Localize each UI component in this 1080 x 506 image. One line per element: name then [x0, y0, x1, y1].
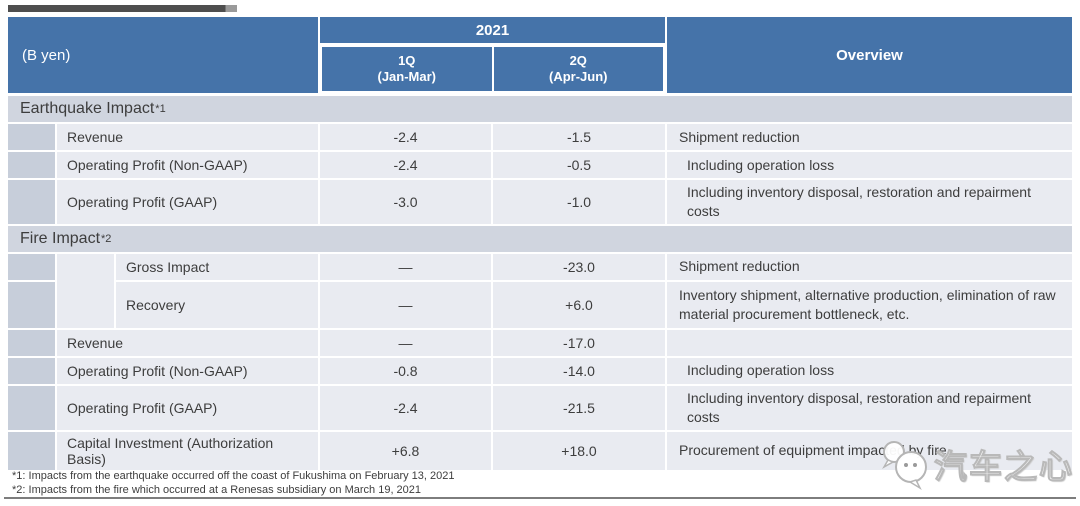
q2-column-header: 2Q (Apr-Jun) [493, 47, 663, 91]
row-label: Revenue [57, 329, 318, 356]
overview-column-header: Overview [667, 17, 1072, 93]
q1-value: — [320, 329, 491, 356]
q2-value: +6.0 [493, 281, 665, 328]
row-label: Operating Profit (Non-GAAP) [57, 152, 318, 178]
row-label: Operating Profit (Non-GAAP) [57, 357, 318, 384]
indent-gutter [8, 431, 55, 470]
table-body: Earthquake Impact *1 Revenue -2.4 -1.5 Sh… [8, 96, 1072, 470]
indent-gutter [8, 329, 55, 356]
indent-gutter [8, 357, 55, 384]
section-title: Fire Impact [20, 229, 101, 247]
year-header-cell: 2021 [320, 17, 665, 43]
overview-cell: Procurement of equipment impacted by fir… [667, 431, 1072, 470]
row-label: Revenue [57, 124, 318, 150]
row-label: Operating Profit (GAAP) [57, 385, 318, 430]
overview-cell: Shipment reduction [667, 124, 1072, 150]
indent-gutter [8, 385, 55, 430]
overview-cell [667, 329, 1072, 356]
overview-cell: Including inventory disposal, restoratio… [667, 385, 1072, 430]
section-title: Earthquake Impact [20, 100, 155, 117]
q1-months: (Jan-Mar) [377, 69, 436, 84]
indent-gutter [8, 281, 55, 328]
q2-months: (Apr-Jun) [549, 69, 608, 84]
indent-gutter [8, 253, 55, 280]
q2-value: -14.0 [493, 357, 665, 384]
q1-value: +6.8 [320, 431, 491, 470]
q2-value: -21.5 [493, 385, 665, 430]
section-header-earthquake: Earthquake Impact *1 [8, 96, 1072, 122]
row-label: Capital Investment (Authorization Basis) [57, 431, 318, 470]
q2-value: -17.0 [493, 329, 665, 356]
q2-label: 2Q [569, 52, 587, 68]
redacted-title-bar [8, 5, 237, 12]
q2-value: -1.0 [493, 180, 665, 224]
q1-value: -2.4 [320, 152, 491, 178]
footnote-2: *2: Impacts from the fire which occurred… [12, 483, 422, 496]
overview-cell: Shipment reduction [667, 253, 1072, 280]
unit-header-cell: (B yen) [8, 17, 318, 93]
q2-value: -0.5 [493, 152, 665, 178]
unit-label: (B yen) [22, 46, 71, 64]
indent-gutter [8, 152, 55, 178]
q1-value: -2.4 [320, 124, 491, 150]
q2-value: -1.5 [493, 124, 665, 150]
table-header-row: (B yen) 2021 1Q (Jan-Mar) 2Q (Apr-Jun) [8, 17, 1072, 93]
overview-label: Overview [836, 46, 903, 64]
q1-value: — [320, 253, 491, 280]
q2-value: +18.0 [493, 431, 665, 470]
impact-table: (B yen) 2021 1Q (Jan-Mar) 2Q (Apr-Jun) [8, 17, 1072, 470]
overview-cell: Inventory shipment, alternative producti… [667, 281, 1072, 328]
bottom-divider [4, 497, 1076, 499]
indent-gutter [8, 180, 55, 224]
year-quarter-header-group: 2021 1Q (Jan-Mar) 2Q (Apr-Jun) [320, 17, 665, 93]
row-label: Gross Impact [116, 253, 318, 280]
section-header-fire: Fire Impact *2 [8, 225, 1072, 252]
indent-gutter [8, 124, 55, 150]
q1-column-header: 1Q (Jan-Mar) [322, 47, 492, 91]
row-label: Operating Profit (GAAP) [57, 180, 318, 224]
q1-value: -2.4 [320, 385, 491, 430]
q1-value: — [320, 281, 491, 328]
row-label: Recovery [116, 281, 318, 328]
q2-value: -23.0 [493, 253, 665, 280]
q1-value: -3.0 [320, 180, 491, 224]
overview-cell: Including operation loss [667, 152, 1072, 178]
q1-label: 1Q [398, 52, 416, 68]
overview-cell: Including operation loss [667, 357, 1072, 384]
footnotes: *1: Impacts from the earthquake occurred… [12, 470, 454, 498]
year-label: 2021 [475, 21, 510, 39]
q1-value: -0.8 [320, 357, 491, 384]
quarter-subheader-row: 1Q (Jan-Mar) 2Q (Apr-Jun) [320, 45, 665, 93]
footnote-1: *1: Impacts from the earthquake occurred… [12, 470, 455, 482]
overview-cell: Including inventory disposal, restoratio… [667, 180, 1072, 224]
sub-indent-gutter [57, 253, 114, 328]
